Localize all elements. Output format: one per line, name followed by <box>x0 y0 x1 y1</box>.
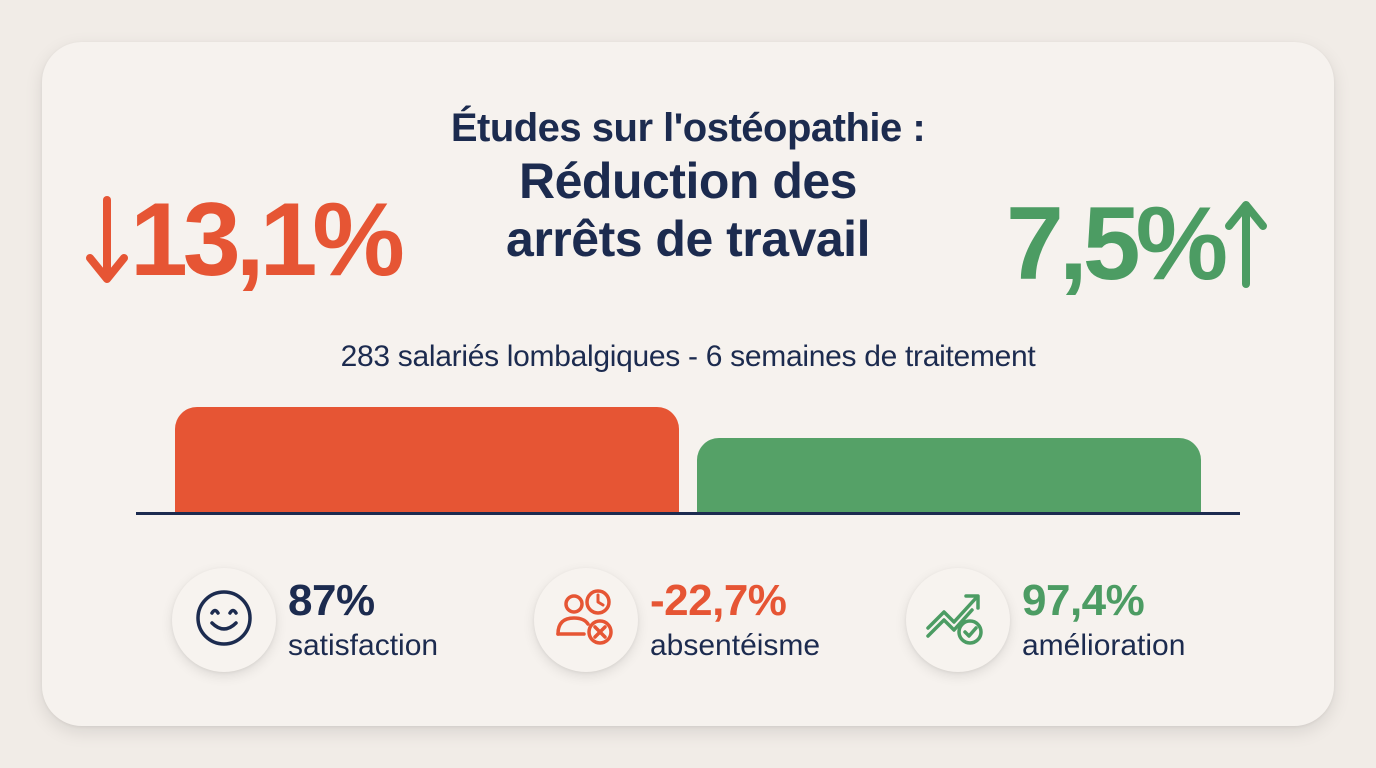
arrow-down-icon <box>84 192 130 288</box>
highlight-decrease: 13,1% <box>84 182 405 298</box>
chart-bar-2 <box>697 438 1201 512</box>
highlight-decrease-value: 13,1% <box>130 182 405 298</box>
chart-bar-1 <box>175 407 679 512</box>
highlight-increase: 7,5% <box>1006 192 1269 296</box>
trend-up-check-icon <box>922 582 994 659</box>
kpi-label: amélioration <box>1022 629 1186 662</box>
kpi-absenteeism: -22,7% absentéisme <box>534 568 820 672</box>
page-title: Études sur l'ostéopathie : Réduction des… <box>388 108 988 264</box>
title-line-3: arrêts de travail <box>506 211 870 267</box>
kpi-value: 87% <box>288 576 375 625</box>
title-line-1: Études sur l'ostéopathie : <box>450 106 926 150</box>
kpi-satisfaction: 87% satisfaction <box>172 568 438 672</box>
title-line-2: Réduction des <box>519 153 857 209</box>
kpi-icon-circle <box>906 568 1010 672</box>
kpi-label: satisfaction <box>288 629 439 662</box>
kpi-label: absentéisme <box>650 629 821 662</box>
smiley-face-icon <box>192 586 256 655</box>
highlight-increase-value: 7,5% <box>1006 186 1228 302</box>
kpi-icon-circle <box>534 568 638 672</box>
kpi-icon-circle <box>172 568 276 672</box>
kpi-value: 97,4% <box>1022 576 1145 625</box>
kpi-improvement: 97,4% amélioration <box>906 568 1185 672</box>
study-subtitle: 283 salariés lombalgiques - 6 semaines d… <box>340 340 1036 373</box>
absent-user-clock-icon <box>550 582 622 659</box>
arrow-up-icon <box>1223 196 1269 292</box>
chart-baseline <box>136 512 1240 515</box>
kpi-value: -22,7% <box>650 576 787 625</box>
